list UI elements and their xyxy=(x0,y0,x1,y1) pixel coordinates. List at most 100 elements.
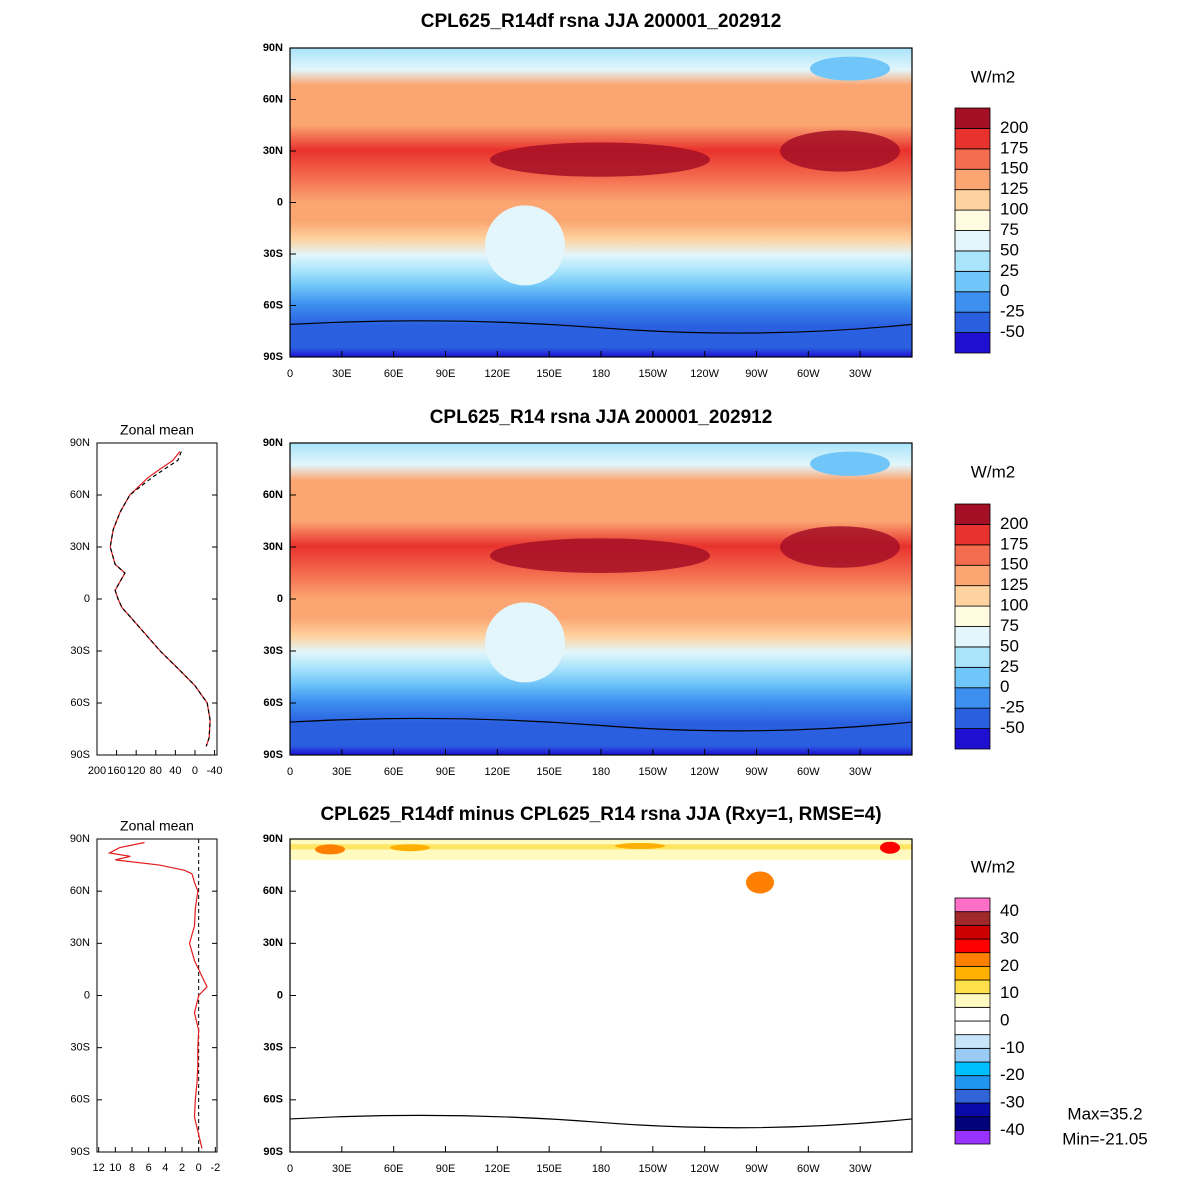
map-field xyxy=(780,130,900,172)
zonal-line xyxy=(107,841,208,1149)
colorbar-box xyxy=(954,897,991,913)
x-tick-label: 40 xyxy=(169,765,181,777)
map-field xyxy=(290,844,912,850)
colorbar-label: -10 xyxy=(1000,1038,1025,1057)
colorbar-box xyxy=(954,1061,991,1077)
map-field xyxy=(290,48,912,357)
y-tick-label: 90N xyxy=(263,437,283,449)
x-tick-label: 120E xyxy=(484,1163,510,1175)
map-field xyxy=(490,538,710,574)
y-tick-label: 30S xyxy=(70,1042,90,1054)
colorbar-box xyxy=(954,1075,991,1090)
colorbar-label: -30 xyxy=(1000,1092,1025,1111)
colorbar-box xyxy=(954,128,991,150)
colorbar-box xyxy=(954,626,991,648)
x-tick-label: 90E xyxy=(436,766,456,778)
coastline xyxy=(289,320,913,334)
colorbar-box xyxy=(954,666,991,689)
x-tick-label: 120W xyxy=(690,1163,719,1175)
x-tick-label: 2 xyxy=(179,1162,185,1174)
x-tick-label: 30W xyxy=(849,368,872,380)
x-tick-label: 6 xyxy=(146,1162,152,1174)
y-tick-label: 60N xyxy=(263,93,283,105)
panel-title: Zonal mean xyxy=(120,818,194,834)
colorbar-label: -20 xyxy=(1000,1065,1025,1084)
colorbar-box xyxy=(954,979,991,995)
x-tick-label: 90W xyxy=(745,1163,768,1175)
map-field xyxy=(746,871,774,894)
colorbar-label: 75 xyxy=(1000,220,1019,239)
colorbar-box xyxy=(954,911,991,926)
y-tick-label: 0 xyxy=(277,196,283,208)
y-tick-label: 0 xyxy=(84,989,90,1001)
y-tick-label: 60S xyxy=(70,1094,90,1106)
colorbar-label: -40 xyxy=(1000,1120,1025,1139)
colorbar-unit: W/m2 xyxy=(971,462,1015,481)
y-tick-label: 90S xyxy=(70,749,90,761)
colorbar-label: 175 xyxy=(1000,534,1028,553)
colorbar-unit: W/m2 xyxy=(971,67,1015,86)
y-tick-label: 30S xyxy=(263,1042,283,1054)
y-tick-label: 60N xyxy=(70,885,90,897)
colorbar-box xyxy=(954,1116,991,1131)
y-tick-label: 90N xyxy=(70,437,90,449)
colorbar-box xyxy=(954,503,991,525)
x-tick-label: 120W xyxy=(690,368,719,380)
colorbar-label: 200 xyxy=(1000,514,1028,533)
y-tick-label: 30N xyxy=(263,541,283,553)
colorbar-label: 150 xyxy=(1000,159,1028,178)
map-field xyxy=(880,841,900,854)
colorbar-label: -50 xyxy=(1000,322,1025,341)
y-tick-label: 60S xyxy=(70,697,90,709)
x-tick-label: 150E xyxy=(536,1163,562,1175)
x-tick-label: 180 xyxy=(592,1163,610,1175)
colorbar-box xyxy=(954,687,991,709)
y-tick-label: 30S xyxy=(263,248,283,260)
colorbar-box xyxy=(954,585,991,607)
x-tick-label: 150W xyxy=(638,368,667,380)
colorbar-label: 100 xyxy=(1000,200,1028,219)
x-tick-label: 30E xyxy=(332,368,352,380)
colorbar-unit: W/m2 xyxy=(971,857,1015,876)
x-tick-label: 90E xyxy=(436,368,456,380)
colorbar-label: 30 xyxy=(1000,928,1019,947)
y-tick-label: 60N xyxy=(70,489,90,501)
x-tick-label: 0 xyxy=(192,765,198,777)
map-field xyxy=(390,844,430,852)
y-tick-label: 30N xyxy=(70,937,90,949)
y-tick-label: 90S xyxy=(263,749,283,761)
map-title: CPL625_R14df rsna JJA 200001_202912 xyxy=(421,11,782,32)
zonal-line xyxy=(109,451,211,747)
colorbar-label: 0 xyxy=(1000,677,1009,696)
x-tick-label: 30W xyxy=(849,1163,872,1175)
x-tick-label: 8 xyxy=(129,1162,135,1174)
colorbar-box xyxy=(954,1006,991,1022)
x-tick-label: 120E xyxy=(484,368,510,380)
x-tick-label: 150W xyxy=(638,766,667,778)
map-field xyxy=(290,839,912,1152)
x-tick-label: 120 xyxy=(127,765,145,777)
plot-frame xyxy=(96,838,218,1153)
x-tick-label: 150W xyxy=(638,1163,667,1175)
x-tick-label: 10 xyxy=(109,1162,121,1174)
colorbar-box xyxy=(954,1020,991,1036)
y-tick-label: 90S xyxy=(70,1146,90,1158)
x-tick-label: 0 xyxy=(287,1163,293,1175)
map-title: CPL625_R14 rsna JJA 200001_202912 xyxy=(430,407,773,428)
y-tick-label: 0 xyxy=(277,989,283,1001)
x-tick-label: 60E xyxy=(384,368,404,380)
colorbar-box xyxy=(954,230,991,252)
y-tick-label: 0 xyxy=(277,593,283,605)
x-tick-label: 150E xyxy=(536,766,562,778)
plot-frame xyxy=(96,442,218,756)
colorbar-box xyxy=(954,1129,991,1145)
x-tick-label: 30E xyxy=(332,766,352,778)
colorbar-box xyxy=(954,646,991,668)
panel-title: Zonal mean xyxy=(120,422,194,438)
colorbar-label: 175 xyxy=(1000,138,1028,157)
map-field xyxy=(615,842,665,849)
colorbar-label: 20 xyxy=(1000,956,1019,975)
x-tick-label: 150E xyxy=(536,368,562,380)
colorbar-label: 10 xyxy=(1000,983,1019,1002)
